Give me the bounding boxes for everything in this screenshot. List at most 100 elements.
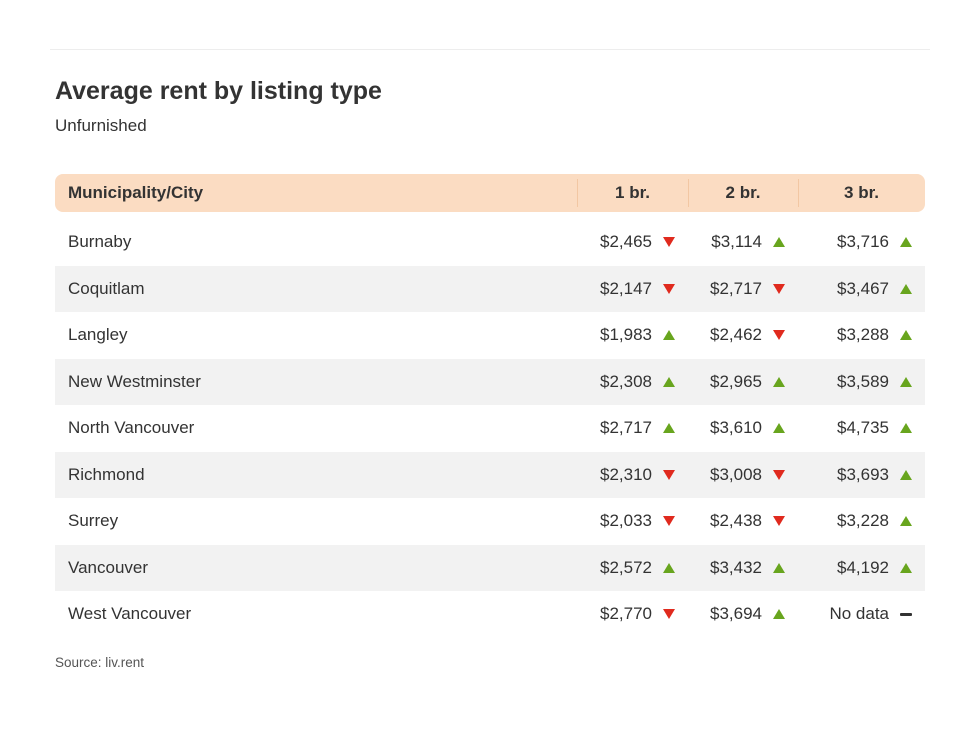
trend-3br-icon [900, 469, 912, 480]
rent-2br-amount: $3,008 [710, 464, 762, 484]
rent-2br-cell: $3,008 [688, 465, 798, 485]
table-row: Coquitlam $2,147 $2,717 $3,467 [55, 265, 925, 312]
rent-3br-cell: $3,716 [798, 232, 925, 252]
trend-1br-icon [663, 283, 675, 294]
trend-1br-icon [663, 376, 675, 387]
table-row: Burnaby $2,465 $3,114 $3,716 [55, 219, 925, 266]
table-body: Burnaby $2,465 $3,114 $3,716 Coquitlam $… [55, 219, 925, 638]
rent-3br-cell: $3,288 [798, 325, 925, 345]
trend-3br-icon [900, 562, 912, 573]
rent-1br-cell: $2,310 [577, 465, 688, 485]
rent-1br-cell: $1,983 [577, 325, 688, 345]
rent-1br-cell: $2,572 [577, 558, 688, 578]
trend-2br-icon [773, 283, 785, 294]
city-cell: New Westminster [68, 371, 201, 391]
rent-3br-amount: $3,693 [837, 464, 889, 484]
rent-3br-amount: $3,467 [837, 278, 889, 298]
header-1br: 1 br. [577, 174, 688, 212]
table-row: New Westminster $2,308 $2,965 $3,589 [55, 358, 925, 405]
header-municipality: Municipality/City [68, 183, 204, 202]
rent-2br-cell: $3,114 [688, 232, 798, 252]
rent-1br-amount: $1,983 [600, 325, 652, 345]
city-cell: Vancouver [68, 557, 149, 577]
rent-3br-amount: $3,228 [837, 511, 889, 531]
table-row: Vancouver $2,572 $3,432 $4,192 [55, 544, 925, 591]
rent-2br-amount: $2,438 [710, 511, 762, 531]
trend-1br-icon [663, 330, 675, 341]
rent-1br-cell: $2,717 [577, 418, 688, 438]
rent-1br-amount: $2,310 [600, 464, 652, 484]
table-row: Richmond $2,310 $3,008 $3,693 [55, 451, 925, 498]
rent-2br-cell: $2,717 [688, 279, 798, 299]
rent-1br-amount: $2,147 [600, 278, 652, 298]
city-cell: Burnaby [68, 232, 132, 252]
table-row: West Vancouver $2,770 $3,694 No data [55, 591, 925, 638]
trend-1br-icon [663, 237, 675, 248]
trend-2br-icon [773, 562, 785, 573]
rent-2br-amount: $3,610 [710, 418, 762, 438]
trend-2br-icon [773, 469, 785, 480]
rent-3br-cell: No data [798, 604, 925, 624]
rent-2br-cell: $2,965 [688, 372, 798, 392]
rent-1br-amount: $2,308 [600, 371, 652, 391]
rent-1br-cell: $2,465 [577, 232, 688, 252]
table-header-row: Municipality/City 1 br. 2 br. 3 br. [55, 174, 925, 212]
rent-3br-cell: $3,467 [798, 279, 925, 299]
table-row: Langley $1,983 $2,462 $3,288 [55, 312, 925, 359]
city-cell: Richmond [68, 464, 145, 484]
trend-2br-icon [773, 376, 785, 387]
rent-2br-amount: $2,717 [710, 278, 762, 298]
rent-3br-amount: $4,192 [837, 557, 889, 577]
trend-1br-icon [663, 469, 675, 480]
city-cell: West Vancouver [68, 604, 192, 624]
rent-3br-amount: $4,735 [837, 418, 889, 438]
rent-table: Municipality/City 1 br. 2 br. 3 br. Burn… [55, 174, 925, 638]
trend-2br-icon [773, 237, 785, 248]
table-row: Surrey $2,033 $2,438 $3,228 [55, 498, 925, 545]
rent-2br-amount: $3,694 [710, 604, 762, 624]
rent-2br-cell: $2,438 [688, 511, 798, 531]
rent-2br-cell: $3,694 [688, 604, 798, 624]
trend-1br-icon [663, 562, 675, 573]
city-cell: Langley [68, 325, 128, 345]
trend-2br-icon [773, 609, 785, 620]
table-row: North Vancouver $2,717 $3,610 $4,735 [55, 405, 925, 452]
trend-1br-icon [663, 423, 675, 434]
city-cell: Surrey [68, 511, 119, 531]
trend-1br-icon [663, 516, 675, 527]
trend-2br-icon [773, 516, 785, 527]
city-cell: North Vancouver [68, 418, 195, 438]
rent-3br-cell: $3,693 [798, 465, 925, 485]
rent-3br-cell: $3,589 [798, 372, 925, 392]
rent-1br-amount: $2,770 [600, 604, 652, 624]
trend-3br-icon [900, 612, 912, 616]
rent-3br-cell: $4,192 [798, 558, 925, 578]
trend-3br-icon [900, 283, 912, 294]
rent-1br-cell: $2,308 [577, 372, 688, 392]
rent-2br-amount: $2,965 [710, 371, 762, 391]
rent-3br-cell: $3,228 [798, 511, 925, 531]
rent-3br-amount: No data [829, 604, 889, 624]
rent-1br-cell: $2,770 [577, 604, 688, 624]
rent-3br-cell: $4,735 [798, 418, 925, 438]
rent-1br-cell: $2,033 [577, 511, 688, 531]
trend-2br-icon [773, 330, 785, 341]
rent-3br-amount: $3,589 [837, 371, 889, 391]
trend-3br-icon [900, 376, 912, 387]
city-cell: Coquitlam [68, 278, 145, 298]
rent-2br-cell: $3,610 [688, 418, 798, 438]
trend-2br-icon [773, 423, 785, 434]
trend-3br-icon [900, 423, 912, 434]
rent-2br-amount: $2,462 [710, 325, 762, 345]
rent-2br-amount: $3,114 [711, 232, 762, 252]
rent-1br-amount: $2,465 [600, 232, 652, 252]
rent-3br-amount: $3,716 [837, 232, 889, 252]
rent-1br-amount: $2,572 [600, 557, 652, 577]
rent-3br-amount: $3,288 [837, 325, 889, 345]
page-title: Average rent by listing type [55, 77, 382, 105]
source-note: Source: liv.rent [55, 654, 145, 670]
top-divider-rule [50, 49, 930, 50]
header-2br: 2 br. [688, 174, 798, 212]
trend-3br-icon [900, 330, 912, 341]
header-3br: 3 br. [798, 174, 925, 212]
